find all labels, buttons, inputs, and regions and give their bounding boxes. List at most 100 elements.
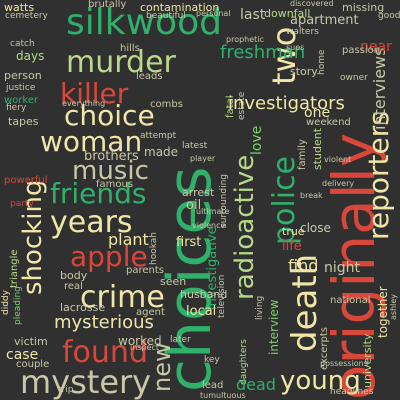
word-agent: agent bbox=[136, 307, 165, 318]
word-later: later bbox=[170, 335, 191, 345]
word-days: days bbox=[16, 49, 45, 63]
word-lacrosse: lacrosse bbox=[60, 301, 106, 314]
word-interviews: interviews bbox=[370, 47, 389, 130]
word-violent: violent bbox=[324, 155, 352, 164]
word-choice: choice bbox=[64, 99, 155, 132]
word-tapes: tapes bbox=[8, 115, 39, 128]
word-body: body bbox=[60, 269, 88, 282]
word-worker: worker bbox=[4, 95, 39, 106]
word-living: living bbox=[255, 295, 265, 320]
word-hills: hills bbox=[120, 43, 140, 54]
word-dead: dead bbox=[236, 375, 276, 394]
word-parents: parents bbox=[126, 265, 164, 276]
word-inspect: inspect bbox=[130, 343, 159, 352]
word-missing: missing bbox=[342, 1, 385, 14]
word-party: party bbox=[10, 199, 34, 209]
word-victim: victim bbox=[14, 335, 48, 348]
word-music: music bbox=[72, 156, 149, 186]
word-woman: woman bbox=[40, 125, 143, 158]
word-sues: sues bbox=[286, 43, 305, 52]
word-hookah: hookah bbox=[149, 232, 159, 265]
word-family: family bbox=[297, 139, 308, 170]
word-diddy: diddy bbox=[1, 290, 11, 315]
word-everything: everything bbox=[62, 99, 106, 108]
word-worked: worked bbox=[118, 334, 162, 348]
word-night: night bbox=[324, 260, 361, 276]
word-first: first bbox=[176, 235, 202, 250]
word-silkwood: silkwood bbox=[66, 2, 222, 43]
word-reporters: reporters bbox=[362, 111, 395, 240]
word-freshman: freshman bbox=[220, 42, 306, 63]
word-investigators: investigators bbox=[228, 93, 345, 114]
word-crime: crime bbox=[80, 280, 165, 315]
word-possessions: possessions bbox=[320, 359, 368, 368]
word-love: love bbox=[249, 125, 265, 155]
word-arrest: arrest bbox=[182, 186, 215, 199]
word-latest: latest bbox=[182, 141, 208, 151]
word-lead: lead bbox=[202, 380, 224, 391]
word-seen: seen bbox=[160, 275, 187, 288]
word-passion: passion bbox=[342, 45, 381, 56]
word-close: close bbox=[300, 221, 331, 235]
word-mystery: mystery bbox=[20, 363, 152, 400]
word-national: national bbox=[330, 295, 371, 306]
word-brutally: brutally bbox=[88, 0, 127, 10]
word-home: home bbox=[317, 49, 327, 75]
word-owner: owner bbox=[340, 73, 368, 83]
word-prophetic: prophetic bbox=[226, 35, 264, 44]
word-murder: murder bbox=[66, 45, 176, 80]
word-trip: trip bbox=[58, 385, 74, 395]
word-downfall: downfall bbox=[264, 7, 311, 20]
word-apple: apple bbox=[70, 240, 148, 273]
word-personal: personal bbox=[196, 9, 231, 18]
word-leads: leads bbox=[136, 71, 163, 82]
word-killer: killer bbox=[60, 77, 129, 110]
word-apartment: apartment bbox=[290, 13, 359, 28]
word-oil: oil bbox=[186, 198, 202, 213]
word-last: last bbox=[240, 7, 266, 23]
word-interview: interview bbox=[267, 299, 281, 355]
word-pleading: pleading bbox=[13, 286, 23, 325]
word-story: story bbox=[290, 65, 318, 78]
word-husband: husband bbox=[180, 288, 228, 301]
word-justice: justice bbox=[6, 83, 36, 93]
word-walters: walters bbox=[286, 27, 319, 37]
word-surrounding: surrounding bbox=[219, 174, 229, 228]
word-triangle: triangle bbox=[9, 249, 20, 288]
word-ultimate: ultimate bbox=[196, 207, 230, 216]
word-contamination: contamination bbox=[140, 1, 220, 14]
word-discovered: discovered bbox=[290, 0, 334, 8]
word-tumultuous: tumultuous bbox=[200, 391, 246, 400]
word-person: person bbox=[4, 69, 42, 82]
word-found: found bbox=[62, 335, 148, 370]
word-violence: violence bbox=[192, 221, 226, 230]
word-good: good bbox=[378, 11, 400, 21]
word-headlines: headlines bbox=[330, 387, 374, 397]
word-friends: friends bbox=[50, 177, 147, 210]
word-watts: watts bbox=[4, 1, 35, 14]
word-student: student bbox=[311, 127, 324, 170]
word-one: one bbox=[304, 105, 331, 121]
word-young: young bbox=[280, 366, 361, 396]
word-radioactive: radioactive bbox=[230, 154, 260, 300]
word-key: key bbox=[204, 355, 220, 365]
word-years: years bbox=[50, 205, 133, 240]
word-catch: catch bbox=[10, 39, 35, 49]
word-combs: combs bbox=[150, 99, 183, 110]
word-mysterious: mysterious bbox=[54, 312, 154, 333]
word-ashley: ashley bbox=[389, 293, 398, 320]
word-near: near bbox=[360, 39, 392, 55]
word-shocking: shocking bbox=[18, 179, 48, 296]
word-break: break bbox=[300, 191, 323, 200]
word-plant: plant bbox=[108, 230, 149, 249]
word-weekend: weekend bbox=[306, 117, 351, 128]
word-beautiful: beautiful bbox=[146, 11, 186, 21]
word-together: together bbox=[376, 286, 390, 338]
word-find: find bbox=[288, 256, 319, 275]
word-couple: couple bbox=[16, 359, 50, 370]
word-brothers: brothers bbox=[84, 149, 139, 164]
word-powerful: powerful bbox=[4, 175, 48, 186]
word-player: player bbox=[190, 154, 216, 163]
word-attempt: attempt bbox=[140, 131, 177, 141]
